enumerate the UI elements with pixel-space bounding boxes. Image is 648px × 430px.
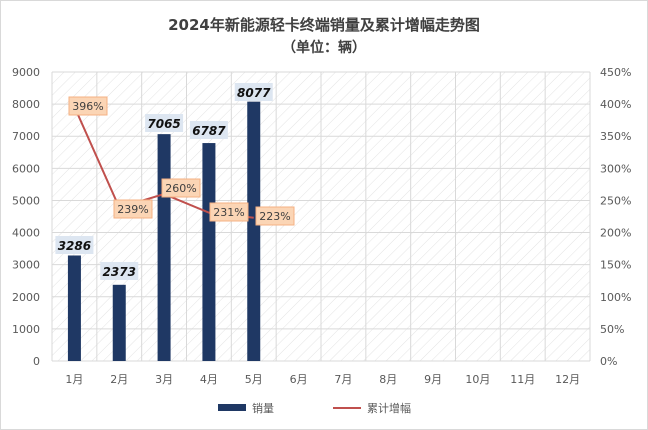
x-tick-label: 10月	[465, 373, 490, 386]
legend-label-growth: 累计增幅	[367, 401, 411, 415]
y-right-tick-label: 450%	[600, 66, 631, 79]
bar-value-label-bg	[234, 83, 273, 101]
percent-label: 231%	[213, 206, 244, 219]
y-left-tick-label: 3000	[12, 259, 40, 272]
percent-label-bg	[209, 202, 249, 222]
bar-value-label: 8077	[237, 86, 271, 100]
bar	[202, 143, 216, 361]
x-tick-label: 7月	[334, 373, 352, 386]
x-tick-label: 2月	[110, 373, 128, 386]
x-tick-label: 11月	[510, 373, 535, 386]
percent-label: 396%	[72, 100, 103, 113]
percent-label-bg	[161, 178, 201, 198]
bar-value-label: 6787	[192, 124, 226, 138]
y-left-tick-label: 2000	[12, 291, 40, 304]
y-right-tick-label: 0%	[600, 355, 617, 368]
bar-value-label-bg	[55, 236, 94, 254]
x-tick-label: 9月	[424, 373, 442, 386]
y-right-tick-label: 300%	[600, 162, 631, 175]
y-right-tick-label: 150%	[600, 259, 631, 272]
percent-label-bg	[68, 96, 108, 116]
y-right-tick-label: 200%	[600, 227, 631, 240]
y-left-tick-label: 4000	[12, 227, 40, 240]
x-tick-label: 4月	[200, 373, 218, 386]
bar-value-label-bg	[100, 262, 139, 280]
bar	[157, 134, 171, 361]
y-right-tick-label: 250%	[600, 194, 631, 207]
bar-value-label-bg	[189, 121, 228, 139]
x-tick-label: 3月	[155, 373, 173, 386]
bar-value-label: 2373	[103, 265, 136, 279]
bar-value-label: 7065	[147, 117, 180, 131]
bar	[112, 284, 126, 361]
y-left-tick-label: 5000	[12, 194, 40, 207]
chart-title: 2024年新能源轻卡终端销量及累计增幅走势图	[168, 16, 480, 34]
percent-label: 260%	[165, 182, 196, 195]
x-tick-label: 6月	[290, 373, 308, 386]
bar	[247, 101, 261, 362]
y-left-tick-label: 8000	[12, 98, 40, 111]
y-left-tick-label: 1000	[12, 323, 40, 336]
y-left-tick-label: 6000	[12, 162, 40, 175]
percent-label: 239%	[117, 203, 148, 216]
y-left-tick-label: 7000	[12, 130, 40, 143]
y-right-tick-label: 400%	[600, 98, 631, 111]
y-left-tick-label: 0	[33, 355, 40, 368]
percent-label-bg	[255, 206, 295, 226]
legend-label-sales: 销量	[252, 401, 274, 415]
y-right-tick-label: 50%	[600, 323, 624, 336]
x-tick-label: 1月	[65, 373, 83, 386]
x-tick-label: 8月	[379, 373, 397, 386]
chart-subtitle: （单位：辆）	[282, 40, 366, 56]
y-left-tick-label: 9000	[12, 66, 40, 79]
bar-value-label-bg	[145, 114, 184, 132]
percent-label: 223%	[259, 210, 290, 223]
x-tick-label: 5月	[245, 373, 263, 386]
y-right-tick-label: 350%	[600, 130, 631, 143]
percent-label-bg	[113, 199, 153, 219]
y-right-tick-label: 100%	[600, 291, 631, 304]
x-tick-label: 12月	[555, 373, 580, 386]
legend-swatch-bar	[218, 404, 246, 411]
bar	[67, 255, 81, 361]
bar-value-label: 3286	[58, 239, 91, 253]
